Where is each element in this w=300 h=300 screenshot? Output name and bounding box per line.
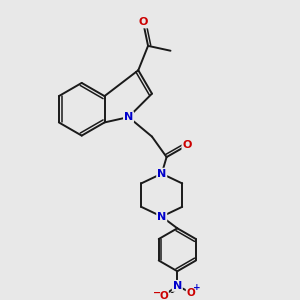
Text: N: N [157, 212, 166, 222]
Text: N: N [173, 281, 182, 291]
Text: O: O [139, 17, 148, 27]
Text: O: O [187, 288, 195, 298]
Text: −: − [153, 288, 161, 298]
Text: N: N [157, 169, 166, 179]
Text: N: N [124, 112, 133, 122]
Text: +: + [193, 283, 201, 292]
Text: O: O [159, 291, 168, 300]
Text: O: O [182, 140, 192, 150]
